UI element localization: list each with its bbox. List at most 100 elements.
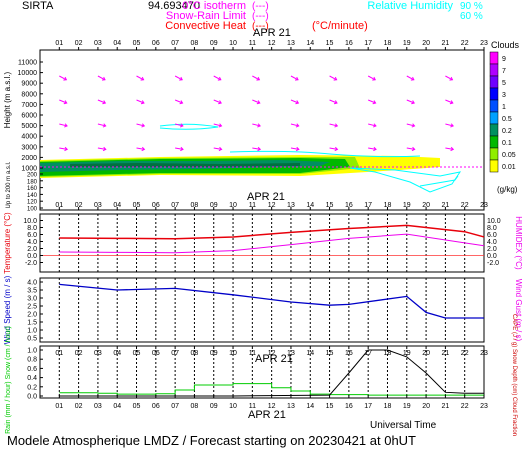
x-tick-label-11: 11 bbox=[249, 40, 256, 47]
x-tick-label-02: 02 bbox=[75, 403, 83, 410]
wind-arrowhead bbox=[450, 123, 454, 128]
wind-arrow bbox=[368, 147, 377, 150]
precip-date-label-bottom: APR 21 bbox=[248, 409, 286, 421]
temp-series-1 bbox=[59, 233, 485, 254]
x-tick-label-09: 09 bbox=[210, 403, 218, 410]
wind-arrow bbox=[290, 123, 299, 127]
wind-arrow bbox=[97, 75, 106, 81]
x-tick-label-10: 10 bbox=[229, 403, 237, 410]
clouds-ytick-label: 10000 bbox=[18, 70, 38, 77]
wind-ytick-label: 2.5 bbox=[27, 304, 37, 311]
x-tick-label-16: 16 bbox=[345, 403, 353, 410]
wind-arrow bbox=[213, 123, 222, 127]
colorbar-level-0.1: 0.1 bbox=[502, 140, 512, 147]
temperature-panel: 10.0 10.08.0 8.06.0 6.04.0 4.02.0 2.00.0 0.0-2… bbox=[3, 212, 523, 274]
x-tick-label-22: 22 bbox=[461, 40, 469, 47]
wind-arrow bbox=[445, 147, 454, 150]
colorbar-level-0.05: 0.05 bbox=[502, 152, 516, 159]
precip-ytick-label: 0.0 bbox=[27, 394, 37, 401]
precip-ylabel: Rain (mm / hour) Snow (cm / hour) bbox=[5, 326, 12, 434]
colorbar-swatch bbox=[489, 159, 499, 173]
x-tick-label-14: 14 bbox=[306, 202, 314, 209]
temp-ytick-label: 8.0 bbox=[27, 225, 37, 232]
temperature-plot-frame bbox=[39, 213, 485, 273]
wind-arrow bbox=[406, 75, 415, 81]
x-tick-label-23: 23 bbox=[480, 403, 488, 410]
x-tick-label-13: 13 bbox=[287, 350, 295, 357]
wind-panel: 4.03.53.02.52.01.51.00.5 Wind Speed (m /… bbox=[3, 275, 523, 344]
clouds-ytick-label: 5000 bbox=[21, 123, 37, 130]
x-tick-label-07: 07 bbox=[171, 350, 179, 357]
x-tick-label-12: 12 bbox=[268, 403, 276, 410]
colorbar-level-1: 1 bbox=[502, 104, 506, 111]
x-tick-label-20: 20 bbox=[422, 40, 430, 47]
x-tick-label-19: 19 bbox=[403, 40, 411, 47]
x-tick-label-17: 17 bbox=[364, 40, 372, 47]
rh-contour-low bbox=[349, 167, 462, 193]
colorbar-level-9: 9 bbox=[502, 56, 506, 63]
wind-arrow bbox=[329, 99, 338, 104]
x-tick-label-21: 21 bbox=[441, 40, 449, 47]
wind-plot-frame bbox=[39, 277, 485, 343]
wind-arrowhead bbox=[295, 146, 300, 152]
wind-arrowhead bbox=[410, 76, 415, 81]
humidex-ytick-label: 6.0 bbox=[487, 232, 497, 239]
temp-ytick-label: 2.0 bbox=[27, 246, 37, 253]
colorbar-swatch bbox=[489, 99, 499, 113]
legend-humidity-label: Relative Humidity bbox=[367, 0, 453, 12]
x-tick-label-19: 19 bbox=[403, 350, 411, 357]
temp-ytick-label: 10.0 bbox=[23, 218, 37, 225]
wind-arrowhead bbox=[141, 123, 146, 128]
x-tick-label-14: 14 bbox=[306, 403, 314, 410]
wind-ytick-label: 0.5 bbox=[27, 336, 37, 343]
legend-humidity: Relative Humidity 90 % 60 % bbox=[367, 0, 482, 22]
legend-snow-rain: Snow-Rain Limit (---) bbox=[166, 10, 269, 22]
humidex-ytick-label: 10.0 bbox=[487, 218, 501, 225]
wind-arrow bbox=[445, 99, 453, 104]
clouds-ytick-label: 4000 bbox=[21, 134, 37, 141]
x-tick-label-07: 07 bbox=[171, 40, 179, 47]
wind-ylabel: Wind Speed (m / s) bbox=[3, 275, 12, 344]
colorbar-swatch bbox=[489, 123, 499, 137]
clouds-lower-ytick-label: 180 bbox=[27, 179, 38, 185]
wind-arrow bbox=[59, 147, 68, 150]
wind-ytick-label: 3.5 bbox=[27, 288, 37, 295]
x-tick-label-23: 23 bbox=[480, 40, 488, 47]
x-tick-label-08: 08 bbox=[191, 202, 199, 209]
humidex-ytick-label: 2.0 bbox=[487, 246, 497, 253]
wind-arrow bbox=[329, 123, 338, 127]
x-tick-label-04: 04 bbox=[113, 40, 121, 47]
x-tick-label-17: 17 bbox=[364, 403, 372, 410]
x-tick-label-09: 09 bbox=[210, 40, 218, 47]
x-tick-label-03: 03 bbox=[94, 403, 102, 410]
x-tick-label-04: 04 bbox=[113, 202, 121, 209]
model-footer: Modele Atmospherique LMDZ / Forecast sta… bbox=[7, 433, 416, 448]
clouds-lower-ytick-label: 160 bbox=[27, 186, 38, 192]
wind-arrowhead bbox=[372, 123, 377, 128]
wind-arrowhead bbox=[63, 100, 68, 105]
wind-arrowhead bbox=[449, 100, 454, 105]
wind-arrowhead bbox=[411, 146, 416, 152]
wind-gust-ylabel: Wind Gust (m / s) bbox=[514, 279, 523, 342]
x-tick-label-05: 05 bbox=[133, 40, 141, 47]
wind-arrowhead bbox=[102, 100, 107, 105]
humidex-ytick-label: 0.0 bbox=[487, 253, 497, 260]
wind-arrowhead bbox=[179, 76, 183, 81]
wind-arrowhead bbox=[372, 100, 377, 105]
wind-arrowhead bbox=[295, 100, 300, 105]
legend-isotherm: 0°C isotherm (---) bbox=[182, 0, 268, 12]
wind-arrow bbox=[174, 99, 183, 104]
x-tick-label-10: 10 bbox=[229, 350, 237, 357]
legend-humidity-60: 60 % bbox=[460, 11, 483, 22]
wind-arrow bbox=[59, 123, 68, 127]
x-tick-label-14: 14 bbox=[306, 350, 314, 357]
clouds-lower-ytick-label: 100 bbox=[27, 207, 38, 213]
wind-arrowhead bbox=[411, 123, 416, 128]
wind-arrow bbox=[329, 75, 337, 81]
wind-arrowhead bbox=[217, 76, 222, 81]
x-tick-label-07: 07 bbox=[171, 403, 179, 410]
x-tick-label-19: 19 bbox=[403, 202, 411, 209]
colorbar-title: Clouds bbox=[491, 40, 520, 50]
x-tick-label-22: 22 bbox=[461, 350, 469, 357]
wind-arrowhead bbox=[102, 123, 107, 128]
